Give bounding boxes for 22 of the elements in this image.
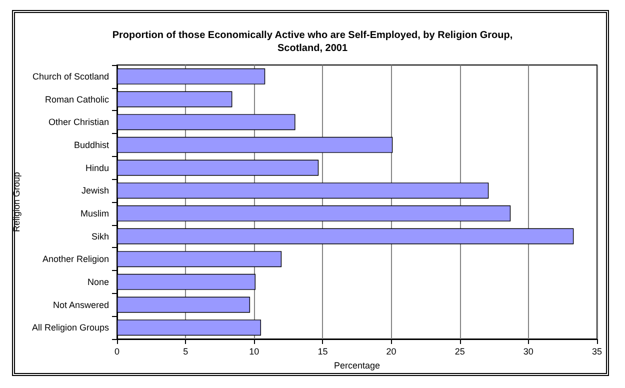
x-axis-title: Percentage: [334, 360, 380, 370]
y-tick-label: Hindu: [85, 162, 109, 173]
y-tick-label: Jewish: [81, 186, 109, 196]
y-tick-label: Church of Scotland: [32, 71, 109, 82]
y-tick-label: Buddhist: [74, 140, 110, 150]
x-tick-label: 25: [454, 346, 465, 356]
y-tick-label: None: [87, 276, 109, 287]
y-tick-label: All Religion Groups: [32, 322, 110, 333]
x-tick-label: 10: [249, 346, 260, 356]
y-tick-label: Muslim: [80, 208, 109, 218]
y-tick-label: Other Christian: [48, 117, 109, 128]
y-tick-label: Roman Catholic: [44, 94, 110, 104]
y-tick-label: Another Religion: [42, 254, 109, 264]
x-tick-label: 35: [592, 346, 602, 356]
x-tick-label: 15: [318, 346, 328, 356]
y-tick-label: Not Answered: [52, 300, 109, 310]
x-tick-label: 5: [183, 346, 188, 356]
y-tick-label: Sikh: [91, 231, 109, 242]
x-tick-label: 20: [386, 346, 396, 356]
chart-title: Proportion of those Economically Active who are Self-Employed, by Religion Group, Scotland, 2001: [112, 30, 513, 54]
x-tick-label: 30: [523, 346, 534, 356]
x-tick-label: 0: [114, 346, 120, 356]
